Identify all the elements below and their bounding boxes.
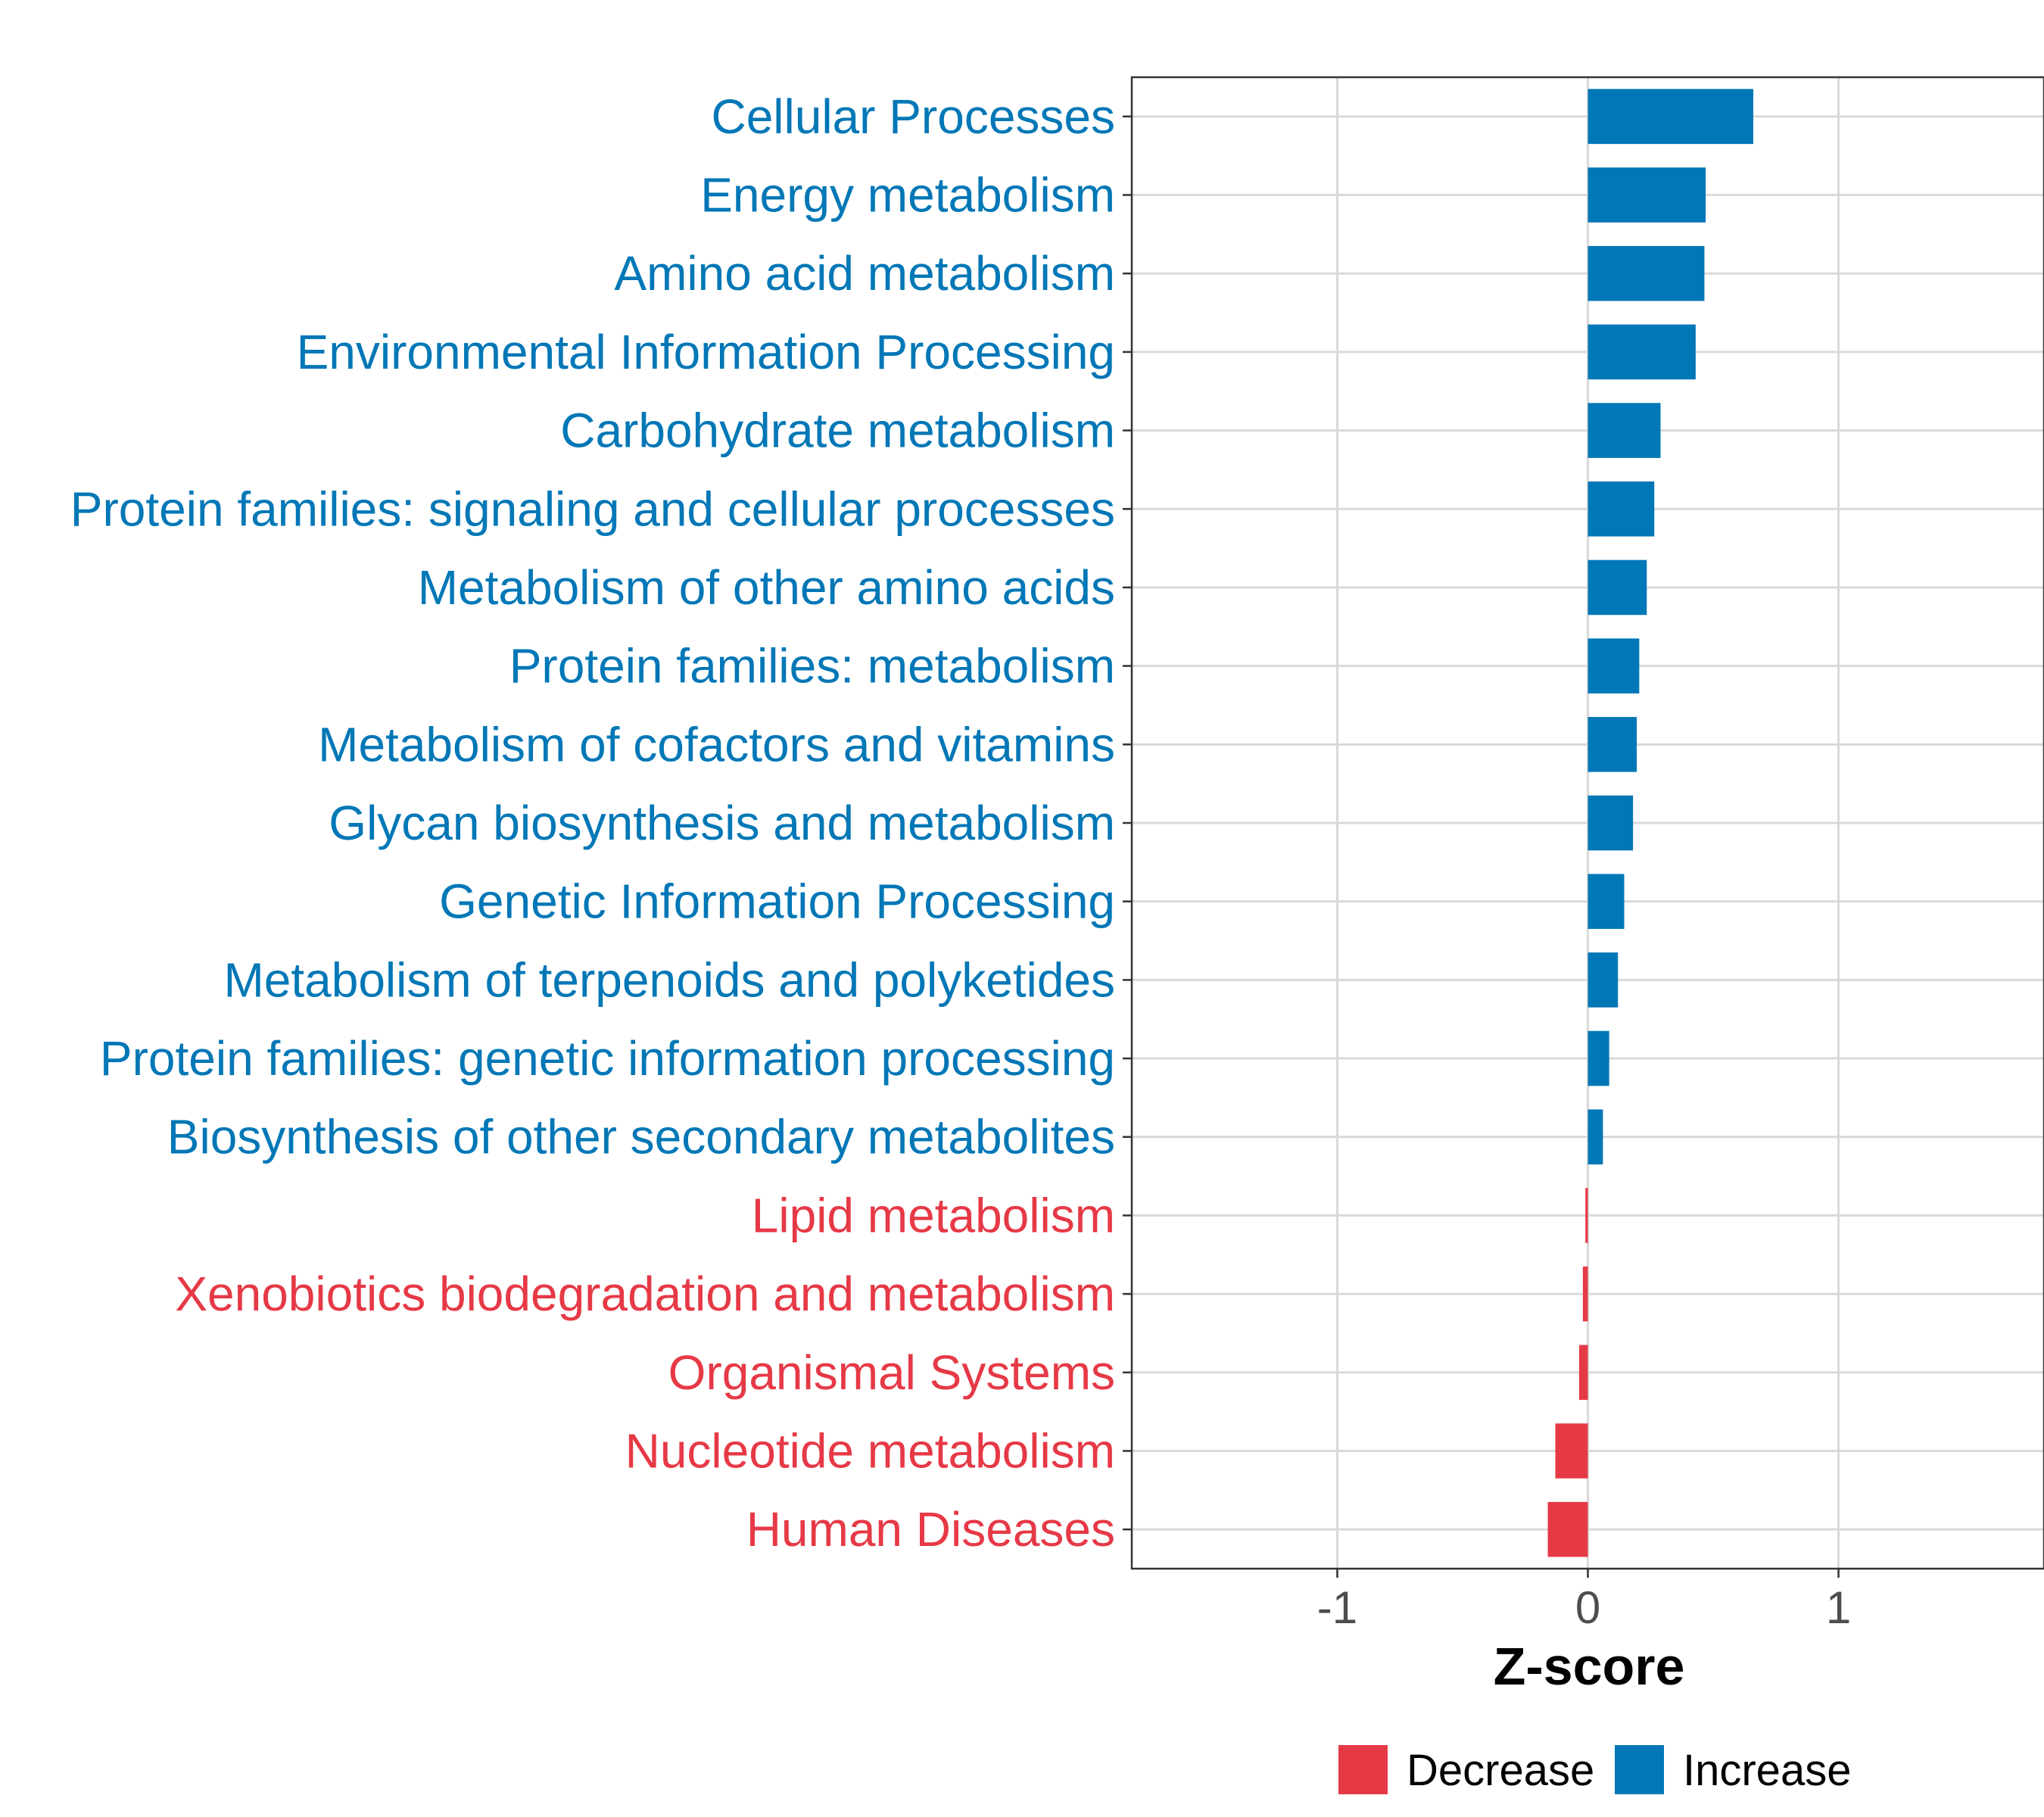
bar [1588, 638, 1640, 693]
category-label: Carbohydrate metabolism [560, 404, 1115, 458]
y-axis-ticks [1123, 115, 1132, 1531]
x-tick-label: 0 [1575, 1582, 1600, 1633]
legend-label-increase: Increase [1683, 1746, 1851, 1795]
legend: Decrease Increase [1338, 1745, 1851, 1795]
category-label: Metabolism of other amino acids [418, 560, 1115, 615]
category-label: Protein families: genetic information pr… [100, 1031, 1115, 1086]
bar [1585, 1188, 1588, 1243]
x-axis-ticks: -1 0 1 [1317, 1569, 1851, 1633]
bar [1588, 1030, 1609, 1086]
legend-label-decrease: Decrease [1407, 1746, 1594, 1795]
category-label: Organismal Systems [668, 1345, 1115, 1400]
category-label: Environmental Information Processing [297, 325, 1115, 379]
bar [1588, 481, 1655, 537]
bar [1547, 1501, 1588, 1557]
x-axis-title: Z-score [1494, 1637, 1685, 1696]
bar [1588, 324, 1696, 380]
bar [1588, 89, 1753, 145]
category-label: Amino acid metabolism [614, 246, 1115, 301]
category-label: Genetic Information Processing [439, 874, 1115, 929]
bar [1588, 952, 1619, 1008]
category-label: Energy metabolism [700, 168, 1115, 223]
bar [1588, 874, 1625, 929]
category-label: Metabolism of terpenoids and polyketides [223, 952, 1115, 1007]
category-label: Nucleotide metabolism [625, 1423, 1115, 1478]
category-label: Xenobiotics biodegradation and metabolis… [175, 1267, 1115, 1321]
category-label: Glycan biosynthesis and metabolism [329, 796, 1115, 850]
bar [1588, 559, 1647, 616]
bars [1547, 89, 1753, 1557]
category-label: Biosynthesis of other secondary metaboli… [167, 1110, 1115, 1164]
x-tick-label: -1 [1317, 1582, 1357, 1633]
bar [1588, 795, 1634, 851]
category-label: Human Diseases [746, 1502, 1115, 1557]
category-label: Protein families: signaling and cellular… [70, 482, 1115, 536]
bar [1582, 1266, 1588, 1322]
bar [1588, 717, 1637, 772]
category-label: Metabolism of cofactors and vitamins [318, 717, 1115, 771]
bar [1588, 167, 1706, 223]
category-label: Protein families: metabolism [509, 639, 1115, 693]
legend-key-decrease [1338, 1745, 1388, 1794]
bar [1555, 1423, 1588, 1479]
category-label: Cellular Processes [711, 89, 1115, 144]
y-axis-labels: Cellular Processes Energy metabolism Amino… [70, 89, 1115, 1557]
category-label: Lipid metabolism [752, 1188, 1115, 1242]
bar [1578, 1345, 1588, 1401]
bar [1588, 1109, 1603, 1165]
bar [1588, 245, 1705, 301]
bar [1588, 403, 1661, 458]
x-tick-label: 1 [1826, 1582, 1851, 1633]
legend-key-increase [1615, 1745, 1664, 1794]
